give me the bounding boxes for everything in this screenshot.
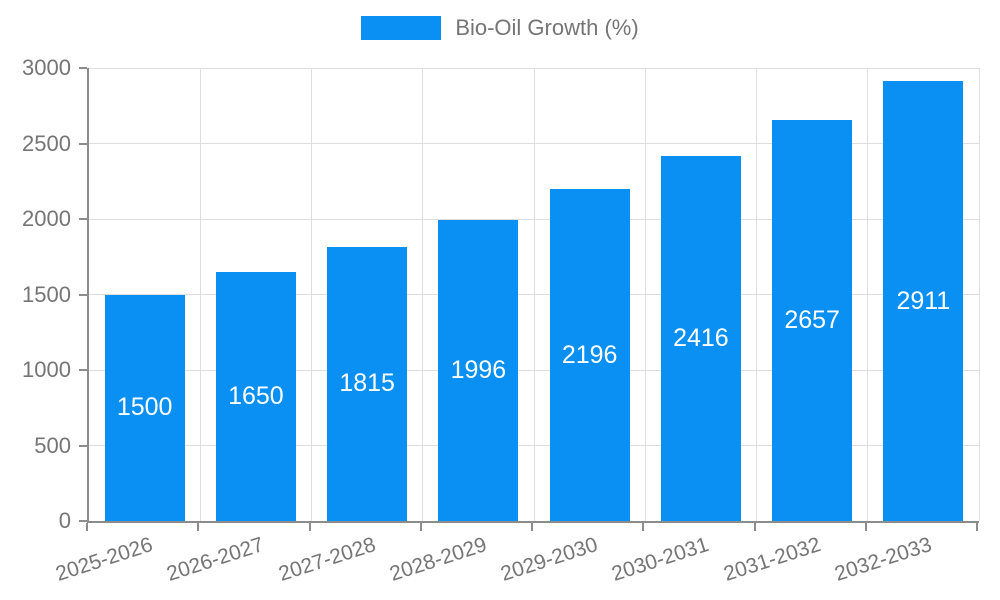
y-tick-label-1500: 1500 — [22, 281, 71, 307]
y-tick-mark — [79, 67, 87, 69]
x-tick-label-2031-2032: 2031-2032 — [720, 533, 824, 586]
x-tick-label-2032-2033: 2032-2033 — [831, 533, 935, 586]
bar-2026-2027[interactable]: 1650 — [215, 271, 296, 521]
bar-2032-2033[interactable]: 2911 — [883, 81, 964, 521]
y-tick-label-3000: 3000 — [22, 55, 71, 80]
x-tick-label-2026-2027: 2026-2027 — [164, 533, 267, 586]
x-tick-label-2029-2030: 2029-2030 — [498, 533, 601, 586]
legend-swatch — [361, 16, 442, 40]
bar-value-label: 2416 — [673, 324, 729, 353]
x-tick-mark — [308, 523, 311, 531]
legend[interactable]: Bio-Oil Growth (%) — [0, 16, 1000, 40]
y-tick-label-1000: 1000 — [22, 357, 71, 382]
bar-value-label: 1996 — [450, 355, 507, 384]
x-tick-mark — [642, 523, 645, 531]
y-tick-mark — [79, 369, 87, 371]
y-tick-label-2500: 2500 — [22, 130, 71, 156]
legend-label: Bio-Oil Growth (%) — [455, 15, 639, 40]
x-tick-mark — [864, 523, 867, 531]
x-tick-mark — [197, 523, 200, 531]
bar-2027-2028[interactable]: 1815 — [327, 246, 408, 521]
y-tick-label-2000: 2000 — [22, 206, 71, 231]
y-tick-mark — [79, 293, 87, 296]
bar-2031-2032[interactable]: 2657 — [772, 119, 853, 521]
gridline-x-boundary-2 — [311, 68, 312, 521]
y-tick-mark — [79, 218, 87, 220]
x-tick-label-2025-2026: 2025-2026 — [53, 533, 156, 586]
x-tick-mark — [976, 523, 978, 531]
bar-2025-2026[interactable]: 1500 — [104, 294, 185, 521]
bar-value-label: 2911 — [896, 286, 951, 315]
gridline-x-boundary-7 — [867, 68, 869, 521]
y-tick-mark — [79, 444, 87, 447]
x-tick-label-2030-2031: 2030-2031 — [609, 533, 712, 586]
bar-value-label: 2196 — [561, 340, 618, 369]
gridline-x-boundary-3 — [422, 68, 424, 521]
bar-value-label: 1650 — [228, 381, 284, 410]
gridline-x-boundary-8 — [978, 68, 980, 521]
bar-2028-2029[interactable]: 1996 — [438, 219, 519, 521]
bar-2029-2030[interactable]: 2196 — [549, 189, 630, 521]
y-tick-mark — [79, 520, 87, 522]
y-tick-label-0: 0 — [58, 508, 71, 533]
gridline-x-boundary-4 — [533, 68, 535, 521]
bar-value-label: 1500 — [116, 393, 173, 422]
plot-area: 1500 1650 1815 1996 2196 2416 2657 2911 — [87, 67, 980, 523]
bar-value-label: 1815 — [339, 369, 395, 398]
gridline-x-boundary-5 — [644, 68, 646, 521]
bar-2030-2031[interactable]: 2416 — [660, 156, 741, 521]
x-tick-mark — [86, 523, 88, 531]
bar-value-label: 2657 — [784, 305, 840, 334]
y-tick-mark — [79, 142, 87, 145]
x-tick-mark — [753, 523, 756, 531]
gridline-x-boundary-6 — [756, 68, 757, 521]
gridline-x-boundary-1 — [199, 68, 201, 521]
y-tick-label-500: 500 — [34, 432, 71, 458]
x-tick-label-2028-2029: 2028-2029 — [386, 533, 490, 586]
x-tick-label-2027-2028: 2027-2028 — [275, 533, 379, 586]
x-tick-mark — [419, 523, 422, 531]
x-tick-mark — [531, 523, 533, 531]
